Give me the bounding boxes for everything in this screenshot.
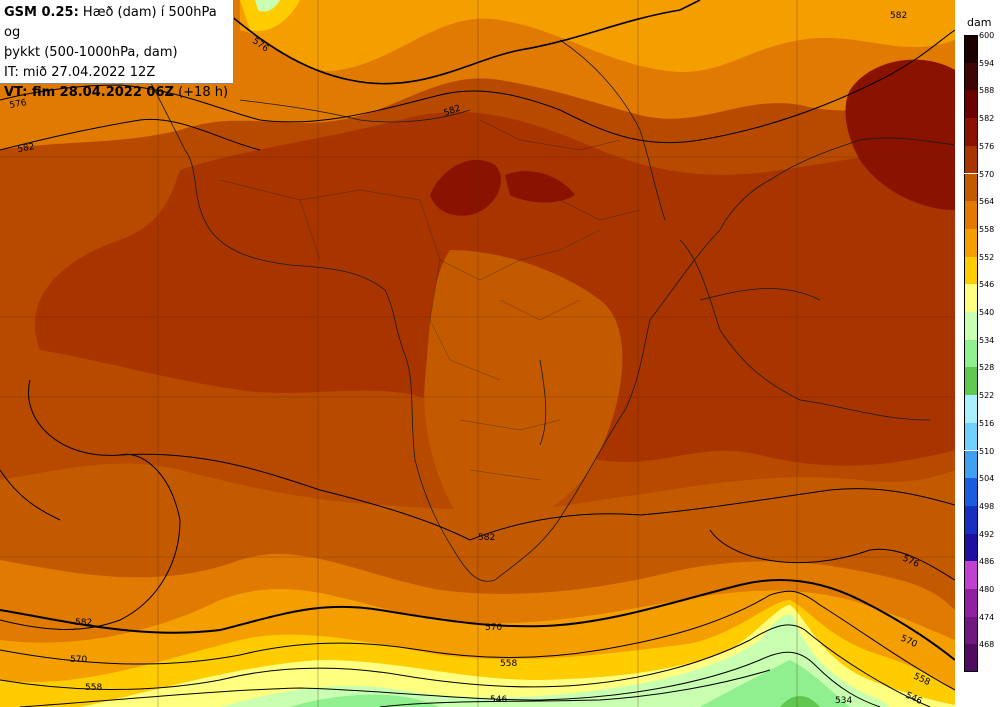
field-588-a: [430, 159, 501, 216]
field-540: [220, 614, 890, 707]
colorbar-swatch: [964, 118, 978, 146]
colorbar-swatch: [964, 644, 978, 673]
colorbar-swatch: [964, 561, 978, 589]
colorbar-tick-label: 576: [979, 141, 995, 151]
colorbar-tick-label: 552: [979, 252, 995, 262]
contour-label: 582: [890, 11, 907, 21]
contour-label: 570: [485, 623, 502, 633]
field-description-1: Hæð (dam) í 500hPa og: [4, 5, 217, 40]
colorbar-swatch: [964, 339, 978, 368]
colorbar-swatch: [964, 90, 978, 119]
colorbar-swatch: [964, 367, 978, 396]
contour-label: 576: [9, 98, 28, 111]
field-552-north: [240, 0, 300, 31]
colorbar-tick-label: 570: [979, 169, 995, 179]
colorbar-swatch: [964, 422, 978, 451]
field-description-2: þykkt (500-1000hPa, dam): [4, 45, 178, 60]
contour-label: 570: [70, 655, 87, 665]
initial-time: IT: mið 27.04.2022 12Z: [4, 65, 156, 80]
field-588-c: [845, 59, 955, 210]
grid-lines: [0, 0, 955, 707]
colorbar-tick-label: 558: [979, 224, 995, 234]
colorbar-tick-label: 474: [979, 612, 995, 622]
valid-time-line: VT: fim 28.04.2022 06Z (+18 h): [4, 83, 229, 103]
colorbar-tick-label: 504: [979, 474, 995, 484]
contour-lines: [0, 0, 955, 707]
colorbar-unit: dam: [967, 16, 992, 29]
map-title-box: GSM 0.25: Hæð (dam) í 500hPa og þykkt (5…: [0, 0, 234, 100]
coastlines: [119, 29, 955, 582]
field-540-north: [255, 0, 280, 12]
field-570-africa: [424, 250, 623, 532]
contour-label: 582: [75, 618, 92, 628]
colorbar-tick-label: 546: [979, 280, 995, 290]
colorbar-tick-label: 588: [979, 86, 995, 96]
colorbar-swatch: [964, 478, 978, 506]
field-534-a: [290, 694, 440, 707]
weather-map: 576 582 582 582 576 582 582 570 576 558 …: [0, 0, 955, 707]
valid-time: VT: fim 28.04.2022 06Z: [4, 85, 174, 100]
title-line-1: GSM 0.25: Hæð (dam) í 500hPa og: [4, 3, 229, 43]
contour-label: 582: [478, 533, 495, 543]
colorbar-swatch: [964, 35, 978, 63]
colorbar-swatch: [964, 201, 978, 229]
colorbar-swatch: [964, 312, 978, 340]
colorbar-tick-label: 540: [979, 308, 995, 317]
colorbar-swatch: [964, 533, 978, 562]
colorbar-swatch: [964, 228, 978, 257]
colorbar-tick-label: 486: [979, 557, 995, 567]
colorbar-tick-label: 516: [979, 418, 995, 428]
contour-label: 558: [85, 683, 102, 693]
contour-label: 582: [17, 142, 36, 155]
field-588-b: [505, 171, 575, 203]
field-528: [780, 696, 820, 707]
colorbar-tick-label: 600: [979, 31, 995, 40]
colorbar-tick-label: 492: [979, 529, 995, 539]
forecast-hour: (+18 h): [178, 85, 229, 100]
colorbar-tick-label: 582: [979, 114, 995, 124]
field-534-b: [700, 660, 850, 707]
colorbar-swatch: [964, 395, 978, 423]
contour-label: 558: [500, 659, 517, 669]
colorbar-tick-label: 594: [979, 58, 995, 68]
colorbar-tick-label: 480: [979, 585, 995, 594]
colorbar-tick-label: 468: [979, 640, 995, 650]
colorbar-tick-label: 564: [979, 197, 995, 207]
colorbar-tick-label: 510: [979, 446, 995, 456]
colorbar-swatch: [964, 62, 978, 91]
contour-label: 546: [490, 695, 507, 705]
colorbar-swatch: [964, 284, 978, 312]
map-canvas: 576 582 582 582 576 582 582 570 576 558 …: [0, 0, 955, 707]
colorbar-swatch: [964, 256, 978, 285]
model-name: GSM 0.25:: [4, 5, 79, 20]
country-borders: [219, 119, 641, 481]
colorbar-legend: dam 600 594 588 582 576 570 564 558 552 546 540 534…: [955, 0, 1000, 707]
colorbar-tick-label: 534: [979, 335, 995, 345]
colorbar-swatch: [964, 173, 978, 202]
colorbar-swatch: [964, 450, 978, 479]
colorbar-swatch: [964, 589, 978, 617]
colorbar-swatch: [964, 616, 978, 645]
colorbar-tick-label: 498: [979, 501, 995, 511]
colorbar-tick-label: 522: [979, 391, 995, 401]
contour-label: 534: [835, 696, 852, 706]
field-558-north: [0, 0, 955, 73]
colorbar-tick-label: 528: [979, 363, 995, 373]
colorbar-swatch: [964, 145, 978, 174]
colorbar-swatch: [964, 505, 978, 534]
